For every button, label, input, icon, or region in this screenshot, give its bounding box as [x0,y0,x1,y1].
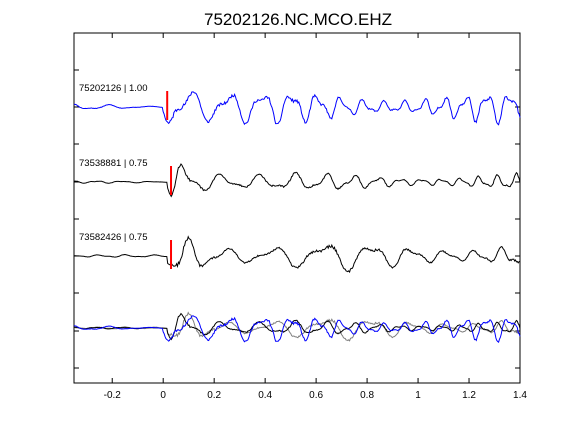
chart-title: 75202126.NC.MCO.EHZ [204,10,392,29]
trace-2-label: 73538881 | 0.75 [79,158,148,169]
trace-1-waveform [73,91,521,126]
traces: 75202126 | 1.00 73538881 | 0.75 73582426 |… [73,83,521,344]
x-tick-label: 1.2 [462,390,476,401]
trace-3-label: 73582426 | 0.75 [79,232,148,243]
trace-1: 75202126 | 1.00 [73,83,521,126]
trace-2: 73538881 | 0.75 [73,158,521,198]
trace-2-waveform [73,163,521,198]
x-tick-label: 0.8 [360,390,374,401]
overlay-series-2 [73,312,521,341]
x-axis: -0.2 0 0.2 0.4 0.6 0.8 1 1.2 1.4 [104,33,527,401]
trace-1-label: 75202126 | 1.00 [79,83,148,94]
x-tick-label: 0 [160,390,166,401]
plot-frame [73,32,521,384]
x-tick-label: 0.4 [258,390,272,401]
x-tick-label: -0.2 [104,390,122,401]
x-tick-label: 1 [415,390,421,401]
trace-3-waveform [74,235,521,274]
x-tick-label: 1.4 [513,390,527,401]
overlay-series-1 [73,315,521,344]
overlay-traces [73,311,521,344]
x-tick-label: 0.2 [207,390,221,401]
trace-3: 73582426 | 0.75 [74,232,521,274]
x-tick-label: 0.6 [309,390,323,401]
